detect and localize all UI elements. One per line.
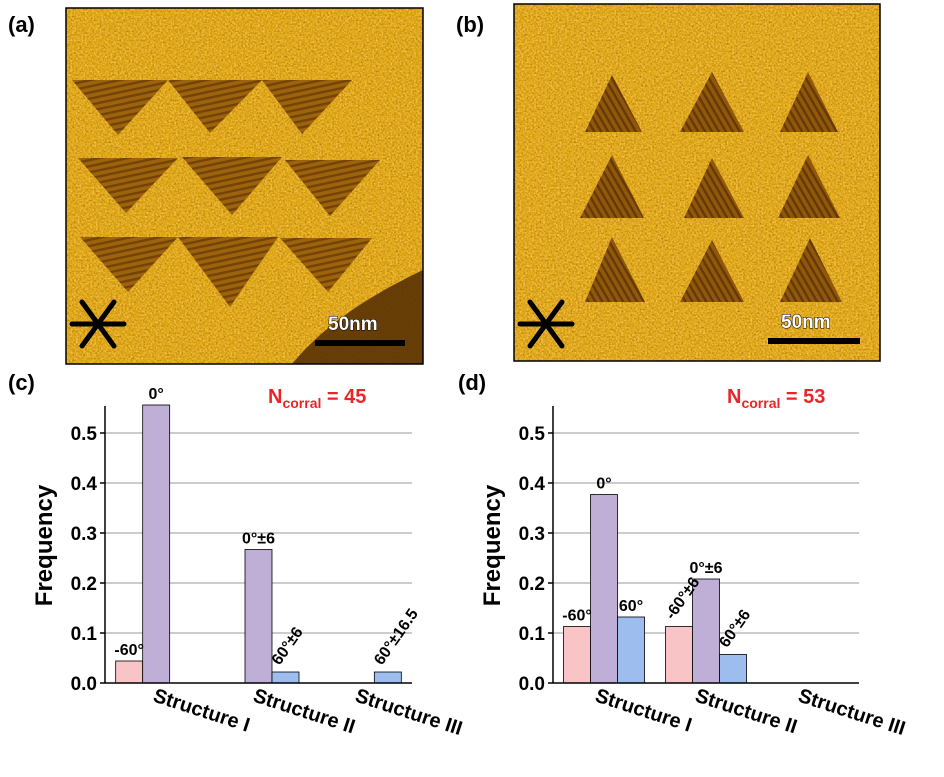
bar-value-label: 60°±6	[269, 624, 307, 668]
lattice-directions-icon-a	[69, 299, 127, 349]
bar-value-label: -60°	[114, 642, 144, 659]
y-tick-label: 0.3	[71, 524, 97, 545]
x-category-label: Structure II	[250, 685, 357, 739]
bar	[563, 626, 591, 684]
corral-triangles-a	[72, 80, 380, 307]
x-category-label: Structure III	[795, 685, 907, 740]
scale-bar-a	[315, 340, 405, 346]
y-tick-label: 0.3	[519, 524, 545, 545]
y-tick-label: 0.2	[519, 574, 545, 595]
bar-value-label: 0°±6	[690, 560, 723, 577]
x-category-label: Structure II	[692, 685, 799, 739]
bar-chart-d: 0.00.10.20.30.40.5-60°0°60° -60°±60°±660°…	[479, 386, 908, 740]
bar-value-label: 60°±6	[716, 607, 754, 651]
y-tick-label: 0.1	[519, 624, 546, 645]
afm-image-a	[66, 8, 423, 364]
bar-value-label: 0°	[596, 476, 611, 493]
y-axis-title: Frequency	[479, 484, 506, 606]
bar	[142, 404, 171, 684]
scale-text-a: 50nm	[328, 314, 378, 335]
y-tick-label: 0.4	[519, 474, 546, 495]
bar	[115, 660, 144, 684]
bar-chart-c: 0.0 0.1 0.2 0.3 0.4 0.5 -60° 0° 0°±6 60°±6 60°±16.…	[31, 386, 465, 740]
panel-label-d: (d)	[458, 370, 486, 395]
ncorral-annotation: Ncorral = 53	[727, 386, 825, 411]
scale-bar-b	[768, 338, 860, 344]
bar-value-label: -60°	[562, 608, 592, 625]
y-tick-label: 0.5	[71, 424, 98, 445]
bar-value-label: 0°±6	[242, 531, 275, 548]
lattice-directions-icon-b	[517, 299, 575, 349]
ncorral-annotation: Ncorral = 45	[268, 386, 366, 411]
panel-label-a: (a)	[8, 12, 35, 37]
y-tick-label: 0.4	[71, 474, 98, 495]
bar	[665, 626, 693, 684]
bar	[271, 671, 300, 684]
bar-value-label: 60°±16.5	[371, 606, 422, 668]
x-category-label: Structure I	[150, 685, 252, 737]
afm-image-b	[514, 4, 880, 361]
bar	[244, 549, 273, 684]
bar	[617, 616, 645, 684]
y-axis-title: Frequency	[31, 484, 58, 606]
y-tick-label: 0.2	[71, 574, 97, 595]
bar-value-label: 0°	[149, 386, 164, 403]
panel-label-b: (b)	[456, 12, 484, 37]
bar	[590, 494, 618, 684]
y-tick-label: 0.0	[71, 674, 97, 695]
bar	[373, 671, 402, 684]
bar	[719, 654, 747, 684]
y-tick-label: 0.0	[519, 674, 545, 695]
y-tick-label: 0.5	[519, 424, 546, 445]
corral-triangles-b	[580, 72, 842, 302]
bar-value-label: 60°	[619, 598, 643, 615]
y-tick-label: 0.1	[71, 624, 98, 645]
scale-text-b: 50nm	[781, 312, 831, 333]
bar	[692, 578, 720, 684]
panel-label-c: (c)	[8, 370, 35, 395]
x-category-label: Structure III	[352, 685, 464, 740]
x-category-label: Structure I	[592, 685, 694, 737]
